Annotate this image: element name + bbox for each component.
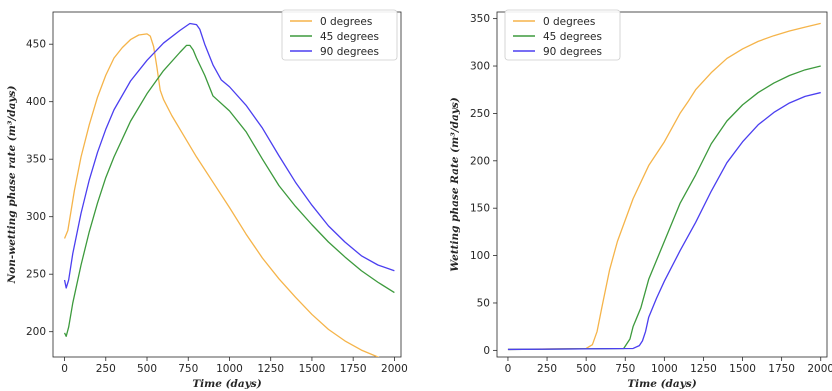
y-tick-label: 300 [26, 211, 46, 223]
x-tick-label: 1750 [340, 363, 367, 375]
series-line-90-degrees [63, 22, 395, 289]
x-tick-label: 0 [61, 363, 68, 375]
x-tick-label: 1250 [690, 363, 717, 375]
y-tick-label: 350 [26, 154, 46, 166]
y-tick-label: 250 [26, 269, 46, 281]
series-line-0-degrees [63, 33, 380, 357]
x-tick-label: 1000 [651, 363, 678, 375]
y-axis-label: Wetting phase Rate (m³/days) [449, 97, 461, 272]
x-tick-label: 2000 [807, 363, 832, 375]
legend-label: 0 degrees [320, 16, 372, 28]
y-tick-label: 350 [470, 13, 490, 25]
y-tick-label: 400 [26, 96, 46, 108]
legend-label: 45 degrees [320, 31, 379, 43]
x-tick-label: 1500 [729, 363, 756, 375]
y-tick-label: 50 [477, 297, 490, 309]
series-line-0-degrees [507, 22, 821, 351]
y-tick-label: 300 [470, 61, 490, 73]
x-tick-label: 1000 [216, 363, 243, 375]
legend-label: 45 degrees [543, 31, 602, 43]
legend-box [281, 9, 398, 61]
x-tick-label: 1500 [299, 363, 326, 375]
y-tick-label: 250 [470, 108, 490, 120]
series-line-45-degrees [63, 44, 395, 337]
x-tick-label: 500 [137, 363, 157, 375]
x-tick-label: 500 [576, 363, 596, 375]
x-axis-label: Time (days) [192, 378, 261, 390]
legend: 0 degrees 45 degrees 90 degrees [504, 9, 621, 61]
x-tick-label: 0 [505, 363, 512, 375]
left-chart: 0 250 500 750 1000 1250 1500 1750 2000 200 250 300 3… [6, 9, 408, 390]
x-tick-label: 1250 [257, 363, 284, 375]
series-line-90-degrees [507, 91, 821, 351]
legend-label: 0 degrees [543, 16, 595, 28]
y-tick-label: 200 [470, 155, 490, 167]
x-tick-label: 750 [615, 363, 635, 375]
x-tick-label: 250 [537, 363, 557, 375]
plot-frame [496, 11, 828, 358]
x-tick-label: 750 [178, 363, 198, 375]
y-axis-label: Non-wetting phase rate (m³/days) [6, 86, 18, 285]
legend-box [504, 9, 621, 61]
y-tick-label: 0 [483, 345, 490, 357]
y-tick-label: 150 [470, 203, 490, 215]
x-tick-label: 2000 [381, 363, 408, 375]
x-axis-label: Time (days) [627, 378, 696, 390]
x-tick-label: 250 [96, 363, 116, 375]
y-tick-label: 100 [470, 250, 490, 262]
y-tick-label: 200 [26, 326, 46, 338]
plot-frame [52, 11, 402, 358]
x-tick-label: 1750 [768, 363, 795, 375]
legend-label: 90 degrees [320, 46, 379, 58]
legend-label: 90 degrees [543, 46, 602, 58]
legend: 0 degrees 45 degrees 90 degrees [281, 9, 398, 61]
y-tick-label: 450 [26, 39, 46, 51]
series-line-45-degrees [507, 65, 821, 351]
right-chart: 0 250 500 750 1000 1250 1500 1750 2000 0 50 100 150 2… [449, 9, 832, 390]
